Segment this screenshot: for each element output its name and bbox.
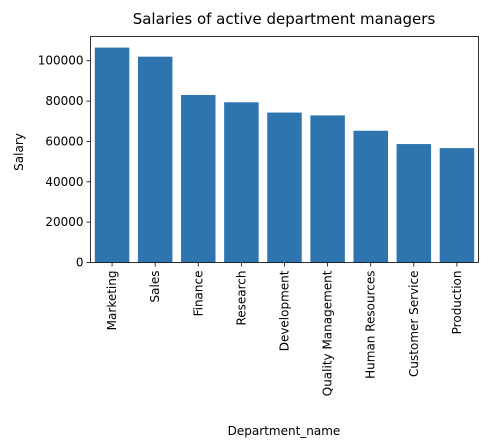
bar-quality-management (310, 115, 345, 263)
x-tick-label: Finance (191, 271, 205, 317)
x-tick-label: Sales (148, 271, 162, 303)
x-tick-label: Customer Service (407, 271, 421, 377)
x-axis: Marketing Sales Finance Research Development… (105, 262, 464, 396)
x-tick-label: Marketing (105, 271, 119, 331)
bar-sales (137, 56, 173, 263)
x-tick-label: Human Resources (364, 271, 378, 379)
bar-finance (181, 95, 216, 263)
x-tick-label: Quality Management (321, 270, 335, 396)
y-axis-label: Salary (12, 133, 26, 171)
y-axis: 0 20000 40000 60000 80000 100000 (38, 54, 91, 270)
x-axis-label: Department_name (228, 424, 341, 438)
y-tick-label: 100000 (38, 54, 84, 68)
y-tick-label: 80000 (45, 94, 83, 108)
bar-development (267, 112, 302, 263)
chart-title: Salaries of active department managers (133, 10, 436, 28)
bars-group (94, 47, 475, 263)
x-tick-label: Research (234, 271, 248, 326)
x-tick-label: Development (278, 270, 292, 351)
x-tick-label: Production (450, 271, 464, 335)
bar-customer-service (396, 144, 432, 263)
y-tick-label: 20000 (45, 215, 83, 229)
y-tick-label: 0 (76, 256, 84, 270)
bar-marketing (94, 47, 130, 263)
plot-frame (90, 36, 479, 263)
y-tick-label: 40000 (45, 175, 83, 189)
y-tick-label: 60000 (45, 134, 83, 148)
bar-research (224, 102, 259, 263)
bar-production (439, 148, 475, 263)
bar-human-resources (353, 130, 388, 263)
